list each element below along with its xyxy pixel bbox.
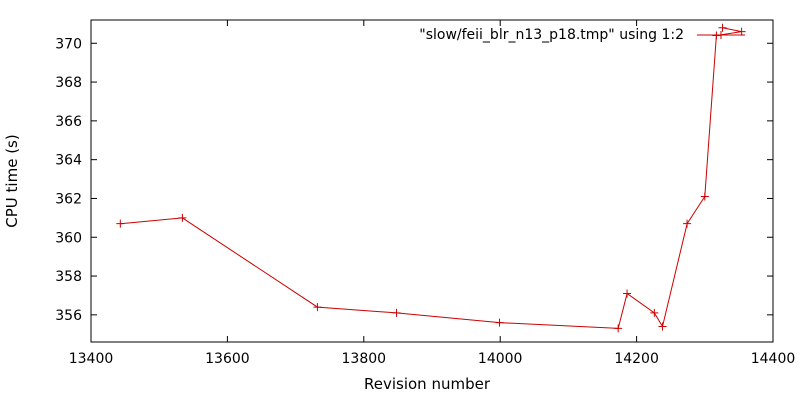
series-layer bbox=[116, 23, 746, 333]
y-tick-label: 364 bbox=[55, 153, 82, 169]
y-axis-ticks: 356 358 360 362 364 366 368 370 bbox=[55, 36, 773, 324]
y-tick-label: 358 bbox=[55, 269, 82, 285]
y-axis-title: CPU time (s) bbox=[3, 134, 21, 227]
data-point-marker bbox=[700, 192, 709, 201]
x-axis-title: Revision number bbox=[364, 375, 491, 393]
legend: "slow/feii_blr_n13_p18.tmp" using 1:2 bbox=[419, 27, 745, 43]
data-point-marker bbox=[650, 308, 659, 317]
data-point-marker bbox=[737, 27, 746, 36]
legend-label: "slow/feii_blr_n13_p18.tmp" using 1:2 bbox=[419, 27, 684, 43]
data-point-marker bbox=[712, 31, 721, 40]
y-tick-label: 366 bbox=[55, 114, 82, 130]
legend-marker bbox=[717, 31, 725, 39]
data-point-marker bbox=[392, 308, 401, 317]
x-tick-label: 13600 bbox=[205, 351, 250, 367]
y-tick-label: 370 bbox=[55, 36, 82, 52]
y-tick-label: 360 bbox=[55, 230, 82, 246]
data-point-marker bbox=[495, 318, 504, 327]
x-axis-ticks: 13400 13600 13800 14000 14200 14400 bbox=[69, 20, 796, 367]
plot-frame bbox=[90, 19, 774, 343]
data-point-marker bbox=[313, 303, 322, 312]
y-tick-label: 368 bbox=[55, 75, 82, 91]
data-point-marker bbox=[116, 219, 125, 228]
data-point-marker bbox=[658, 322, 667, 331]
x-tick-label: 13800 bbox=[342, 351, 387, 367]
x-tick-label: 14200 bbox=[614, 351, 659, 367]
series-line bbox=[120, 27, 742, 329]
data-point-marker bbox=[614, 324, 623, 333]
x-tick-label: 13400 bbox=[69, 351, 114, 367]
data-point-marker bbox=[683, 219, 692, 228]
x-tick-label: 14000 bbox=[478, 351, 523, 367]
data-point-marker bbox=[623, 289, 632, 298]
data-point-marker bbox=[178, 213, 187, 222]
y-tick-label: 356 bbox=[55, 308, 82, 324]
data-point-marker bbox=[718, 23, 727, 32]
y-tick-label: 362 bbox=[55, 191, 82, 207]
x-tick-label: 14400 bbox=[751, 351, 796, 367]
